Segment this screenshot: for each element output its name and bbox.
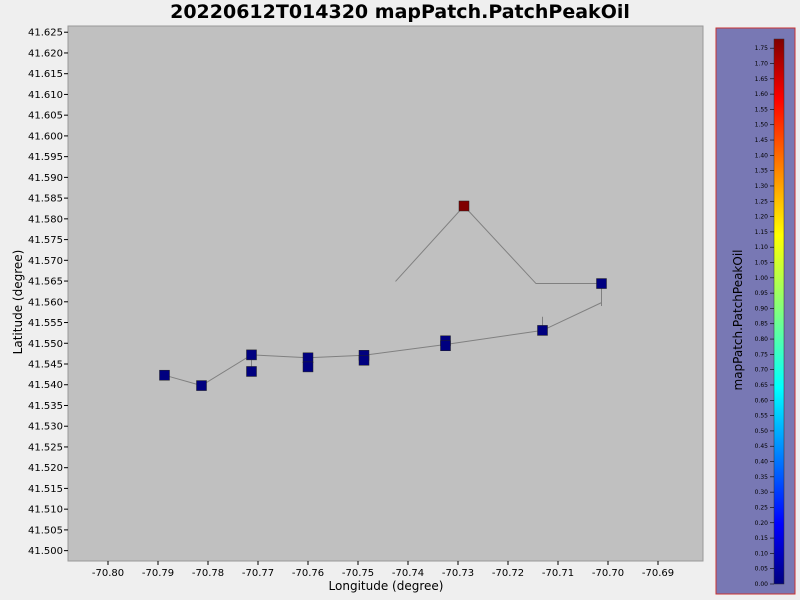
- x-tick-label: -70.76: [292, 568, 324, 579]
- colorbar-tick-label: 1.20: [755, 214, 769, 221]
- data-marker: [440, 340, 451, 352]
- x-tick-label: -70.73: [442, 568, 474, 579]
- data-marker: [358, 355, 370, 366]
- y-tick-label: 41.565: [28, 277, 63, 288]
- colorbar-tick-label: 1.10: [755, 244, 769, 251]
- colorbar-tick-label: 1.75: [755, 45, 769, 52]
- y-tick-label: 41.620: [28, 48, 63, 59]
- data-marker: [302, 361, 314, 373]
- y-tick-label: 41.500: [28, 546, 63, 557]
- colorbar-tick-label: 1.55: [755, 106, 769, 113]
- colorbar-tick-label: 0.65: [755, 382, 769, 389]
- colorbar-label: mapPatch.PatchPeakOil: [731, 250, 745, 391]
- colorbar-tick-label: 0.50: [755, 428, 769, 435]
- colorbar-panel: 0.00 0.05 0.10 0.15 0.20 0.25 0.30 0.35 0.40 0.45…: [715, 27, 796, 595]
- x-tick-label: -70.78: [192, 568, 224, 579]
- colorbar-tick-label: 1.50: [755, 122, 769, 129]
- track-line-upper: [395, 205, 602, 306]
- data-marker: [159, 369, 170, 381]
- y-tick-label: 41.595: [28, 152, 63, 163]
- colorbar-tick-label: 0.80: [755, 336, 769, 343]
- colorbar-tick-label: 1.70: [755, 60, 769, 67]
- y-axis: 41.500 41.505 41.510 41.515 41.520 41.525 41.5…: [28, 28, 68, 557]
- x-tick-label: -70.72: [492, 568, 524, 579]
- colorbar-tick-label: 1.65: [755, 76, 769, 83]
- y-tick-label: 41.590: [28, 173, 63, 184]
- colorbar-gradient: [773, 38, 785, 585]
- data-marker: [246, 366, 257, 377]
- x-tick-label: -70.74: [392, 568, 424, 579]
- colorbar-tick-label: 0.40: [755, 459, 769, 466]
- data-marker: [302, 352, 314, 364]
- colorbar-tick-label: 0.55: [755, 413, 769, 420]
- y-tick-label: 41.555: [28, 318, 63, 329]
- x-tick-label: -70.69: [642, 568, 674, 579]
- colorbar-tick-label: 1.30: [755, 183, 769, 190]
- y-tick-label: 41.505: [28, 525, 63, 536]
- colorbar-tick-label: 0.05: [755, 566, 769, 573]
- data-marker: [196, 380, 207, 391]
- colorbar-tick-label: 0.35: [755, 474, 769, 481]
- y-tick-label: 41.570: [28, 256, 63, 267]
- colorbar-tick-label: 0.15: [755, 535, 769, 542]
- colorbar-tick-label: 0.10: [755, 550, 769, 557]
- colorbar-ticks: 0.00 0.05 0.10 0.15 0.20 0.25 0.30 0.35 0.40 0.45…: [755, 45, 774, 588]
- y-tick-label: 41.580: [28, 214, 63, 225]
- colorbar-tick-label: 1.35: [755, 168, 769, 175]
- y-tick-label: 41.625: [28, 28, 63, 39]
- colorbar-tick-label: 0.00: [755, 581, 769, 588]
- x-tick-label: -70.75: [342, 568, 374, 579]
- colorbar-tick-label: 0.95: [755, 290, 769, 297]
- y-tick-label: 41.585: [28, 194, 63, 205]
- colorbar-tick-label: 0.25: [755, 504, 769, 511]
- colorbar-tick-label: 0.45: [755, 443, 769, 450]
- x-tick-label: -70.70: [592, 568, 624, 579]
- y-tick-label: 41.510: [28, 505, 63, 516]
- track-line-lower: [164, 302, 602, 387]
- x-tick-label: -70.79: [142, 568, 174, 579]
- colorbar-tick-label: 0.90: [755, 305, 769, 312]
- y-tick-label: 41.605: [28, 111, 63, 122]
- colorbar-tick-label: 0.20: [755, 520, 769, 527]
- y-tick-label: 41.515: [28, 484, 63, 495]
- y-tick-label: 41.550: [28, 339, 63, 350]
- x-axis: -70.80 -70.79 -70.78 -70.77 -70.76 -70.75 -70.…: [92, 561, 674, 579]
- y-tick-label: 41.545: [28, 360, 63, 371]
- y-tick-label: 41.560: [28, 297, 63, 308]
- data-markers: [159, 200, 607, 391]
- colorbar-tick-label: 1.60: [755, 91, 769, 98]
- data-marker: [596, 278, 607, 289]
- y-axis-label: Latitude (degree): [11, 250, 25, 355]
- y-tick-label: 41.520: [28, 463, 63, 474]
- x-tick-label: -70.71: [542, 568, 574, 579]
- colorbar-tick-label: 1.05: [755, 260, 769, 267]
- data-marker: [537, 325, 548, 336]
- colorbar-tick-label: 0.60: [755, 397, 769, 404]
- y-tick-label: 41.610: [28, 90, 63, 101]
- colorbar-tick-label: 0.70: [755, 367, 769, 374]
- plot-area: [67, 25, 704, 562]
- x-axis-label: Longitude (degree): [329, 579, 444, 593]
- data-marker: [458, 200, 470, 212]
- y-tick-label: 41.525: [28, 442, 63, 453]
- colorbar-tick-label: 1.40: [755, 152, 769, 159]
- chart-title: 20220612T014320 mapPatch.PatchPeakOil: [170, 1, 630, 23]
- y-tick-label: 41.575: [28, 235, 63, 246]
- colorbar-tick-label: 0.75: [755, 351, 769, 358]
- y-tick-label: 41.615: [28, 69, 63, 80]
- colorbar-tick-label: 0.85: [755, 321, 769, 328]
- colorbar-tick-label: 1.00: [755, 275, 769, 282]
- colorbar-tick-label: 1.15: [755, 229, 769, 236]
- x-tick-label: -70.77: [242, 568, 274, 579]
- x-tick-label: -70.80: [92, 568, 124, 579]
- colorbar-tick-label: 0.30: [755, 489, 769, 496]
- y-tick-label: 41.535: [28, 401, 63, 412]
- colorbar-tick-label: 1.25: [755, 198, 769, 205]
- y-tick-label: 41.600: [28, 131, 63, 142]
- data-marker: [246, 349, 257, 361]
- colorbar-tick-label: 1.45: [755, 137, 769, 144]
- y-tick-label: 41.540: [28, 380, 63, 391]
- y-tick-label: 41.530: [28, 422, 63, 433]
